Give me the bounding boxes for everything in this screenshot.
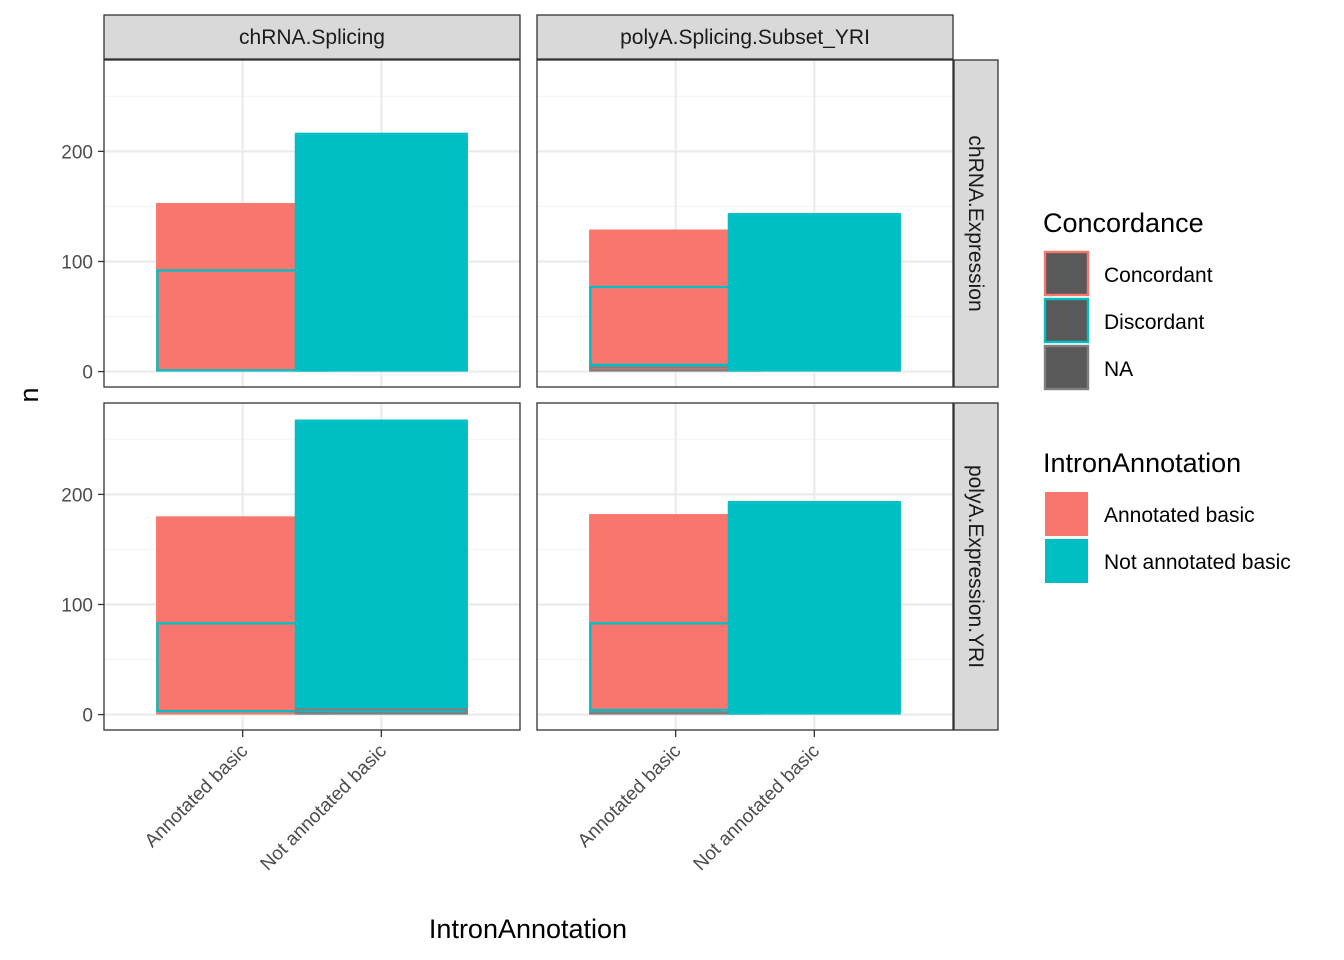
bar-outline-discordant <box>294 421 468 708</box>
bar-segment-discordant <box>727 503 901 713</box>
bar-segment-discordant <box>294 421 468 708</box>
strip-background <box>953 402 999 731</box>
bar-outline-discordant <box>727 503 901 713</box>
bar-segment-na <box>589 366 763 372</box>
panels-layer <box>103 59 954 731</box>
strip-background <box>103 14 521 60</box>
facet-panel-0-0 <box>103 59 521 388</box>
legend-label: Discordant <box>1104 311 1205 334</box>
panel-border <box>536 402 954 731</box>
y-axis-title: n <box>14 387 44 402</box>
legend-label: Not annotated basic <box>1104 551 1291 574</box>
y-tick-label: 100 <box>61 252 93 273</box>
y-tick-label: 200 <box>61 142 93 163</box>
bar-segment-concordant <box>294 419 468 422</box>
bar-segment-discordant <box>727 214 901 370</box>
facet-panel-0-1 <box>536 59 954 388</box>
legend-title: Concordance <box>1043 208 1204 238</box>
panel-border <box>536 59 954 388</box>
legend-title: IntronAnnotation <box>1043 448 1241 478</box>
legend-key-concordant <box>1043 250 1090 297</box>
col-strip-1: polyA.Splicing.Subset_YRI <box>536 14 954 60</box>
strip-label: chRNA.Splicing <box>239 26 385 49</box>
panel-border <box>103 402 521 731</box>
legend-key-na <box>1043 344 1090 391</box>
legend-key-discordant <box>1043 297 1090 344</box>
panel-border <box>103 59 521 388</box>
legend-concordance: Concordance Concordant Discordant NA <box>1043 208 1213 391</box>
y-tick-label: 200 <box>61 485 93 506</box>
col-strip-0: chRNA.Splicing <box>103 14 521 60</box>
strip-background <box>536 14 954 60</box>
bar-outline-discordant <box>294 134 468 372</box>
legend-area: Concordance Concordant Discordant NA IntronA… <box>1043 208 1291 583</box>
x-axis-title: IntronAnnotation <box>429 914 627 944</box>
bar-segment-na <box>727 369 901 372</box>
bar-outline-na <box>294 707 468 715</box>
x-tick-label: Not annotated basic <box>690 741 824 875</box>
bar-segment-discordant <box>294 134 468 372</box>
bar-segment-na <box>294 707 468 715</box>
legend-key-annotated-basic <box>1045 492 1088 536</box>
x-tick-label: Annotated basic <box>141 741 252 852</box>
row-strip-0: chRNA.Expression <box>953 59 999 388</box>
facet-strips: chRNA.Splicing polyA.Splicing.Subset_YRIc… <box>103 14 999 731</box>
strip-label: polyA.Splicing.Subset_YRI <box>620 26 870 49</box>
bar-segment-concordant <box>294 132 468 135</box>
legend-label: Concordant <box>1104 264 1213 287</box>
facet-panel-1-1 <box>536 402 954 731</box>
legend-key-not-annotated-basic <box>1045 539 1088 583</box>
strip-label: chRNA.Expression <box>964 135 987 311</box>
y-tick-label: 0 <box>82 706 93 727</box>
bar-outline-discordant <box>727 214 901 370</box>
bar-segment-concordant <box>727 213 901 215</box>
bar-segment-concordant <box>727 500 901 504</box>
legend-label: Annotated basic <box>1104 504 1255 527</box>
x-tick-label: Annotated basic <box>574 741 685 852</box>
facet-panel-1-0 <box>103 402 521 731</box>
legend-label: NA <box>1104 358 1133 381</box>
row-strip-1: polyA.Expression.YRI <box>953 402 999 731</box>
x-tick-label: Not annotated basic <box>257 741 391 875</box>
legend-intronannotation: IntronAnnotation Annotated basic Not annot… <box>1043 448 1291 583</box>
y-tick-label: 100 <box>61 595 93 616</box>
strip-label: polyA.Expression.YRI <box>964 465 987 668</box>
y-tick-label: 0 <box>82 363 93 384</box>
bar-segment-na <box>156 712 330 715</box>
bar-segment-na <box>727 712 901 715</box>
strip-background <box>953 59 999 388</box>
